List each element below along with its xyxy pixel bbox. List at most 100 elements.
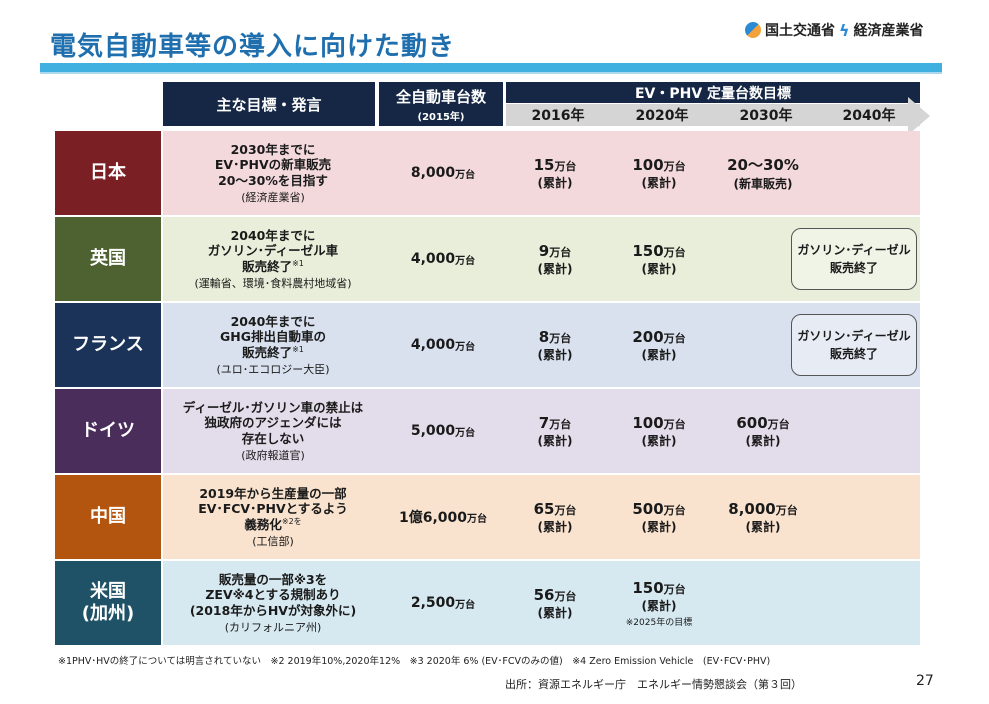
goal-cell: 販売量の一部※3を ZEV※4とする規制あり (2018年からHVが対象外に) (カリ… [163,561,383,645]
total-unit: 万台 [467,513,488,525]
total-unit: 万台 [455,427,476,439]
source-citation: 出所：資源エネルギー庁 エネルギー情勢懇談会（第３回） [505,678,802,691]
target-2030-unit: 万台 [767,417,790,431]
row-body: 2030年までに EV･PHVの新車販売 20～30%を目指す (経済産業省) 8,00… [163,131,920,215]
logo-text-mlit: 国土交通省 [765,23,835,39]
country-row: フランス 2040年までに GHG排出自動車の 販売終了※1 (ユロ･エコロジー大臣) 4… [55,303,920,387]
total-value: 2,500 [410,595,456,611]
target-2030: 20～30% (新車販売) [711,131,815,215]
target-2020-unit: 万台 [663,159,686,173]
target-2020-footnote: ※2025年の目標 [625,617,693,628]
total-value: 1億6,000 [398,510,468,526]
goal-cell: ディーゼル･ガソリン車の禁止は 独政府のアジェンダには 存在しない (政府報道官) [163,389,383,473]
goal-line: EV･FCV･PHVとするよう [198,501,348,517]
country-name-line: 米国 [90,581,126,603]
header-goal: 主な目標・発言 [163,82,375,126]
country-name-line: 日本 [90,162,126,184]
target-2020: 500万台 (累計) [607,475,711,559]
target-2020-note: (累計) [641,175,677,190]
target-2020-unit: 万台 [663,582,686,596]
target-2016-unit: 万台 [549,245,572,259]
goal-line: 独政府のアジェンダには [204,415,342,431]
total-cell: 8,000 万台 [383,131,503,215]
header-target-label: EV・PHV 定量台数目標 [634,85,792,102]
year-2040: 2040年 [842,108,896,124]
target-2016-unit: 万台 [554,589,577,603]
goal-source: (政府報道官) [241,448,305,462]
country-name: フランス [55,303,161,387]
target-2030 [711,561,815,645]
target-2016: 56万台 (累計) [503,561,607,645]
target-2016-note: (累計) [537,347,573,362]
target-2016-unit: 万台 [549,331,572,345]
total-unit: 万台 [455,169,476,181]
target-2016-note: (累計) [537,433,573,448]
goal-footnote-mark: ※2を [281,516,302,526]
logo-text-meti: 経済産業省 [853,23,924,39]
target-2016-note: (累計) [537,605,573,620]
target-2020: 100万台 (累計) [607,389,711,473]
target-2030: 600万台 (累計) [711,389,815,473]
total-value: 4,000 [410,251,456,267]
target-2020-value: 100 [632,155,664,174]
title-underline-thin [40,72,942,74]
goal-source: (カリフォルニア州) [224,620,322,634]
goal-line: 存在しない [241,431,305,447]
country-row: ドイツ ディーゼル･ガソリン車の禁止は 独政府のアジェンダには 存在しない (政府報道官… [55,389,920,473]
goal-line: 2019年から生産量の一部 [199,485,347,501]
year-2016: 2016年 [531,108,585,124]
footnote: ※1PHV･HVの終了については明言されていない ※2 2019年10%,202… [58,656,771,667]
target-2016: 65万台 (累計) [503,475,607,559]
country-name-line: ドイツ [81,420,135,442]
header-target: EV・PHV 定量台数目標 [506,82,920,103]
goal-source: (工信部) [252,534,294,548]
target-2016-note: (累計) [537,261,573,276]
goal-line: 2040年までに [230,313,316,329]
target-2040-line1: ガソリン･ディーゼル [797,243,911,257]
header-goal-label: 主な目標・発言 [216,95,322,114]
target-2020-note: (累計) [641,433,677,448]
target-2030-note: (累計) [745,433,781,448]
target-2020-value: 200 [632,327,664,346]
total-cell: 2,500 万台 [383,561,503,645]
country-name-line: 英国 [90,248,126,270]
goal-line: ZEV※4とする規制あり [205,587,341,603]
title-underline [40,63,942,72]
target-2016-value: 65 [533,499,555,518]
total-cell: 1億6,000 万台 [383,475,503,559]
total-value: 4,000 [410,337,456,353]
goal-line: (2018年からHVが対象外に) [189,603,357,619]
target-2016-note: (累計) [537,175,573,190]
ministry-logo: 国土交通省 ϟ 経済産業省 [745,20,924,40]
total-cell: 5,000 万台 [383,389,503,473]
total-unit: 万台 [455,599,476,611]
goal-cell: 2019年から生産量の一部 EV･FCV･PHVとするよう 義務化※2を (工信部) [163,475,383,559]
year-2030: 2030年 [739,108,793,124]
country-name-line: 中国 [90,506,126,528]
target-2030-value: 8,000 [728,499,776,518]
target-2040-line2: 販売終了 [829,261,878,275]
goal-line: EV･PHVの新車販売 [214,157,332,173]
target-2020-unit: 万台 [663,417,686,431]
goal-footnote-mark: ※1 [292,258,304,268]
target-2016-value: 56 [533,585,555,604]
target-2030-note: (新車販売) [733,177,793,191]
goal-line: ディーゼル･ガソリン車の禁止は [182,399,364,415]
total-cell: 4,000 万台 [383,303,503,387]
target-2020-note: (累計) [641,261,677,276]
goal-line: 2030年までに [230,141,316,157]
goal-source: (経済産業省) [241,190,305,204]
target-2016-value: 9 [538,241,550,260]
row-body: 2040年までに GHG排出自動車の 販売終了※1 (ユロ･エコロジー大臣) 4,000… [163,303,920,387]
total-unit: 万台 [455,341,476,353]
country-row: 英国 2040年までに ガソリン･ディーゼル車 販売終了※1 (運輸省、環境･食料農村地… [55,217,920,301]
meti-logo-icon: ϟ [839,20,850,40]
target-2020-note: (累計) [641,519,677,534]
total-cell: 4,000 万台 [383,217,503,301]
target-2016-value: 7 [538,413,550,432]
goal-footnote-mark: ※1 [292,344,304,354]
country-name: ドイツ [55,389,161,473]
target-2040-line2: 販売終了 [829,347,878,361]
target-2016-unit: 万台 [554,503,577,517]
target-2020-value: 500 [632,499,664,518]
